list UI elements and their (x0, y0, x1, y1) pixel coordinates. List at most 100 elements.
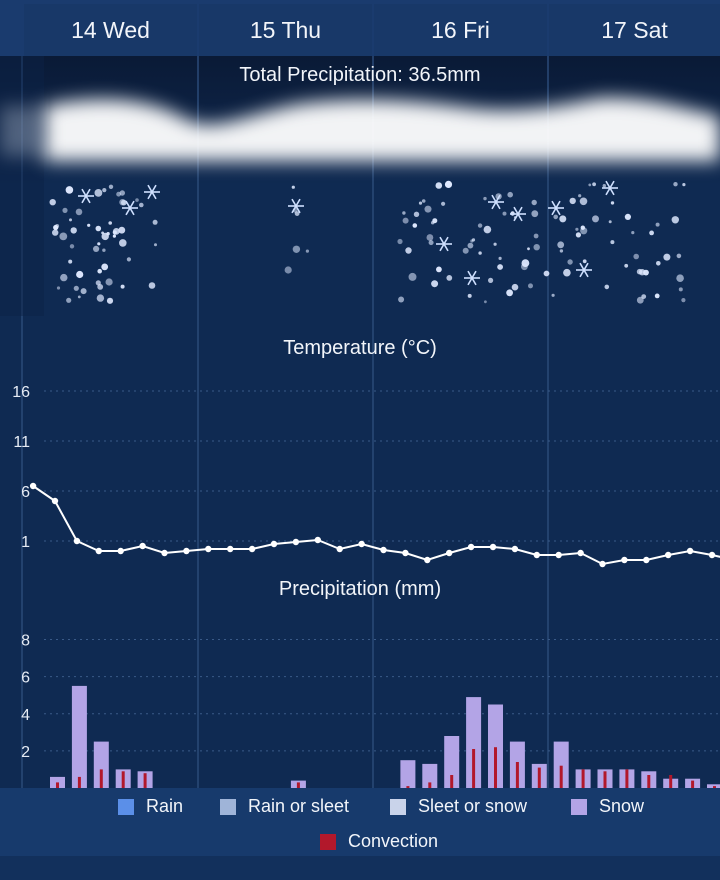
snowflake (488, 277, 494, 283)
snowflake (633, 253, 639, 260)
snowflake (521, 263, 528, 271)
snowflake (418, 201, 423, 205)
snowflake (56, 286, 61, 290)
snowflake (118, 226, 126, 234)
snowflake (575, 232, 582, 238)
snowflake (631, 231, 635, 235)
temperature-point (555, 551, 562, 559)
snowflake (112, 234, 116, 238)
snowflake (413, 211, 420, 217)
snowflake (119, 199, 126, 206)
legend-label-snow: Snow (599, 796, 645, 816)
snowflake (582, 259, 587, 264)
temperature-point (183, 547, 190, 555)
legend-swatch-convection (320, 833, 336, 850)
snowflake (152, 219, 158, 225)
snowflake (105, 278, 113, 286)
snowflake (604, 284, 610, 290)
snowflake (467, 242, 474, 249)
snowflake (126, 257, 131, 262)
snowflake (431, 280, 439, 288)
convection-bar (713, 786, 716, 788)
temperature-point (161, 549, 168, 557)
snowflake (654, 293, 660, 299)
snowflake (428, 240, 434, 246)
legend-label-rain-or-sleet: Rain or sleet (248, 796, 350, 816)
legend: Rain Rain or sleet Sleet or snow Snow Co… (0, 788, 720, 856)
snowflake (69, 218, 72, 222)
temperature-grid (44, 390, 720, 542)
snowflake (483, 225, 492, 234)
snowflake-arm (125, 200, 135, 216)
snowflake (60, 273, 68, 282)
snowflake (502, 211, 507, 216)
snowflake (66, 297, 72, 303)
legend-swatch-snow (571, 798, 587, 815)
snowflake (553, 214, 558, 220)
snow-bar (400, 760, 416, 788)
snowflake (551, 293, 555, 297)
snowflake (569, 197, 576, 205)
temperature-point (51, 497, 59, 505)
snowflake (624, 213, 632, 220)
convection-bar (691, 780, 695, 788)
snowflake (93, 245, 100, 252)
snowflake (402, 211, 406, 215)
temperature-point (205, 545, 212, 553)
snowflake (408, 272, 417, 281)
snowflake (649, 230, 654, 236)
snowflake (467, 293, 472, 298)
snowflake (97, 242, 101, 246)
snowflake (52, 229, 59, 236)
snowflake-arm (513, 206, 523, 222)
convection-bar (494, 747, 497, 788)
footer-bar (0, 856, 720, 880)
total-precipitation-label: Total Precipitation: 36.5mm (239, 64, 481, 86)
left-shade (0, 56, 44, 316)
snowflake (655, 222, 660, 227)
convection-bar (515, 762, 519, 788)
legend-item-rain-or-sleet: Rain or sleet (220, 796, 349, 817)
temperature-point (314, 536, 321, 544)
legend-item-sleet-or-snow: Sleet or snow (390, 796, 527, 817)
day-tab-wed[interactable]: 14 Wed (24, 4, 197, 56)
snowflake (108, 184, 114, 189)
snowflake-large (288, 198, 304, 214)
temperature-points (29, 482, 716, 568)
snowflake (76, 270, 84, 279)
snowflake-arm (605, 180, 615, 196)
precipitation-y-ticks: 2 4 6 8 (21, 633, 30, 761)
snowflake (73, 285, 79, 291)
precipitation-grid (44, 639, 720, 752)
convection-bar (77, 776, 81, 788)
snowflake-arm (81, 188, 91, 204)
snowflake-icon (49, 180, 686, 304)
day-tab-fri[interactable]: 16 Fri (374, 4, 547, 56)
temperature-point (446, 549, 453, 557)
snowflake (97, 284, 104, 290)
temperature-tick-label: 6 (21, 484, 30, 501)
snowflake (676, 253, 682, 259)
snowflake (673, 182, 678, 187)
snowflake (108, 221, 112, 225)
snowflake (592, 215, 599, 223)
temperature-point (227, 545, 234, 553)
snowflake (506, 289, 513, 297)
snowflake (62, 207, 68, 213)
snowflake (610, 240, 615, 245)
snowflake (527, 247, 530, 251)
snowflake (398, 296, 405, 303)
snow-bar (71, 685, 87, 788)
snowflake-large (464, 270, 480, 286)
snowflake (528, 283, 533, 289)
snowflake (119, 239, 127, 247)
day-tab-sat[interactable]: 17 Sat (549, 4, 720, 56)
snowflake (95, 225, 102, 232)
temperature-point (358, 540, 365, 548)
temperature-point (686, 547, 694, 555)
snowflake (435, 182, 443, 189)
day-tab-thu[interactable]: 15 Thu (199, 4, 372, 56)
snowflake (602, 184, 606, 188)
